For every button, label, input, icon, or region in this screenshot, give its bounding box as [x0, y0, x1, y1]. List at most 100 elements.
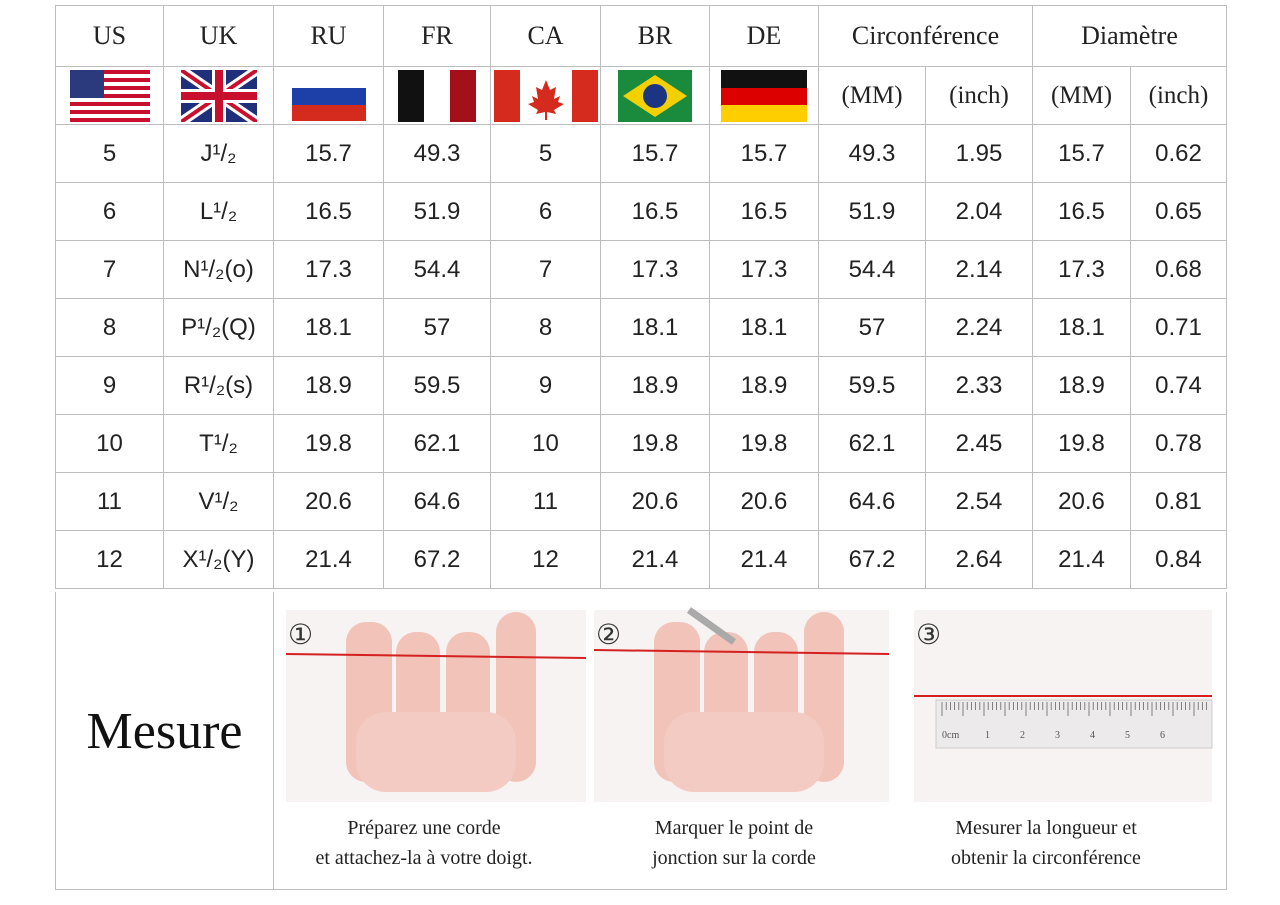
header-cell: BR — [600, 5, 710, 67]
data-cell: 5 — [55, 124, 164, 183]
flag-cell — [490, 66, 601, 125]
header-cell: DE — [709, 5, 819, 67]
data-cell: 2.54 — [925, 472, 1033, 531]
header-cell: RU — [273, 5, 384, 67]
sub-header-cell: (inch) — [1129, 66, 1228, 125]
shape — [291, 70, 366, 88]
data-cell: 10 — [490, 414, 601, 473]
shape — [180, 69, 257, 122]
data-cell: 18.9 — [709, 356, 819, 415]
data-cell: 21.4 — [273, 530, 384, 589]
data-cell: J¹/₂ — [163, 124, 274, 183]
ruler — [935, 699, 1213, 749]
data-cell: 59.5 — [383, 356, 491, 415]
data-cell: 62.1 — [818, 414, 926, 473]
measure-illustrations: ① Préparez une corde et attachez-la à votr… — [285, 607, 1213, 869]
shape — [398, 69, 476, 122]
data-cell: 15.7 — [1032, 124, 1131, 183]
data-cell: 2.24 — [925, 298, 1033, 357]
data-cell: 21.4 — [600, 530, 710, 589]
data-cell: 51.9 — [383, 182, 491, 241]
data-cell: 18.9 — [273, 356, 384, 415]
step-number: ③ — [916, 620, 941, 651]
data-cell: L¹/₂ — [163, 182, 274, 241]
shape — [69, 109, 150, 114]
data-cell: 0.81 — [1129, 472, 1228, 531]
dr-row: 6 L¹/₂ 16.5 51.9 6 16.5 16.5 51.9 2.04 16.5 0.65 — [55, 182, 1228, 241]
step-caption: Mesurer la longueur et — [955, 817, 1137, 839]
data-cell: 9 — [490, 356, 601, 415]
data-cell: 19.8 — [709, 414, 819, 473]
hd-row: US UK RU FR CA BR DE Circonférence Diamètre — [55, 5, 1228, 67]
palm — [664, 712, 824, 792]
data-cell: T¹/₂ — [163, 414, 274, 473]
shape — [69, 93, 150, 98]
data-cell: 49.3 — [818, 124, 926, 183]
shape — [450, 69, 476, 122]
data-cell: 64.6 — [383, 472, 491, 531]
data-cell: 21.4 — [709, 530, 819, 589]
string — [285, 653, 587, 659]
shape — [643, 83, 667, 108]
shape — [493, 69, 520, 122]
data-cell: 51.9 — [818, 182, 926, 241]
shape — [291, 70, 366, 121]
shape — [177, 65, 260, 126]
data-cell: N¹/₂(o) — [163, 240, 274, 299]
ruler-label: 3 — [1055, 730, 1060, 741]
string — [593, 649, 890, 655]
ruler-label: 4 — [1090, 730, 1095, 741]
step-caption: Marquer le point de — [655, 817, 813, 839]
data-cell: 1.95 — [925, 124, 1033, 183]
header-cell: CA — [490, 5, 601, 67]
measure-title-cell: Mesure — [56, 592, 274, 889]
shape — [69, 117, 150, 122]
data-cell: 10 — [55, 414, 164, 473]
dr-row: 5 J¹/₂ 15.7 49.3 5 15.7 15.7 49.3 1.95 15.7 0.62 — [55, 124, 1228, 183]
data-cell: 19.8 — [1032, 414, 1131, 473]
data-cell: 20.6 — [600, 472, 710, 531]
data-cell: 0.74 — [1129, 356, 1228, 415]
data-cell: 16.5 — [600, 182, 710, 241]
data-cell: 8 — [55, 298, 164, 357]
data-cell: 64.6 — [818, 472, 926, 531]
ruler-label: 6 — [1160, 730, 1165, 741]
data-cell: 12 — [490, 530, 601, 589]
shape — [721, 104, 807, 122]
data-cell: 15.7 — [273, 124, 384, 183]
data-cell: 57 — [818, 298, 926, 357]
data-cell: 59.5 — [818, 356, 926, 415]
data-cell: 17.3 — [709, 240, 819, 299]
data-cell: 7 — [55, 240, 164, 299]
dr-row: 10 T¹/₂ 19.8 62.1 10 19.8 19.8 62.1 2.45 19.8 0.78 — [55, 414, 1228, 473]
sub-header-cell: (inch) — [925, 66, 1033, 125]
data-cell: 18.9 — [600, 356, 710, 415]
data-cell: 2.04 — [925, 182, 1033, 241]
shape — [527, 79, 564, 120]
step-caption: Préparez une corde — [347, 817, 500, 839]
data-cell: 17.3 — [600, 240, 710, 299]
shape — [291, 87, 366, 105]
data-cell: 18.9 — [1032, 356, 1131, 415]
palm — [356, 712, 516, 792]
data-cell: P¹/₂(Q) — [163, 298, 274, 357]
shape — [69, 69, 104, 98]
data-cell: 18.1 — [600, 298, 710, 357]
header-cell: UK — [163, 5, 274, 67]
data-cell: 54.4 — [383, 240, 491, 299]
data-cell: V¹/₂ — [163, 472, 274, 531]
data-cell: 20.6 — [709, 472, 819, 531]
shape — [618, 69, 692, 122]
data-cell: 0.68 — [1129, 240, 1228, 299]
data-cell: 67.2 — [383, 530, 491, 589]
data-cell: 18.1 — [273, 298, 384, 357]
data-cell: 11 — [55, 472, 164, 531]
dr-row: 8 P¹/₂(Q) 18.1 57 8 18.1 18.1 57 2.24 18.1 0.71 — [55, 298, 1228, 357]
flag-cell — [273, 66, 384, 125]
shape — [493, 69, 598, 122]
shape — [721, 69, 807, 122]
data-cell: 49.3 — [383, 124, 491, 183]
data-cell: 0.71 — [1129, 298, 1228, 357]
flag-cell — [55, 66, 164, 125]
data-cell: 6 — [490, 182, 601, 241]
